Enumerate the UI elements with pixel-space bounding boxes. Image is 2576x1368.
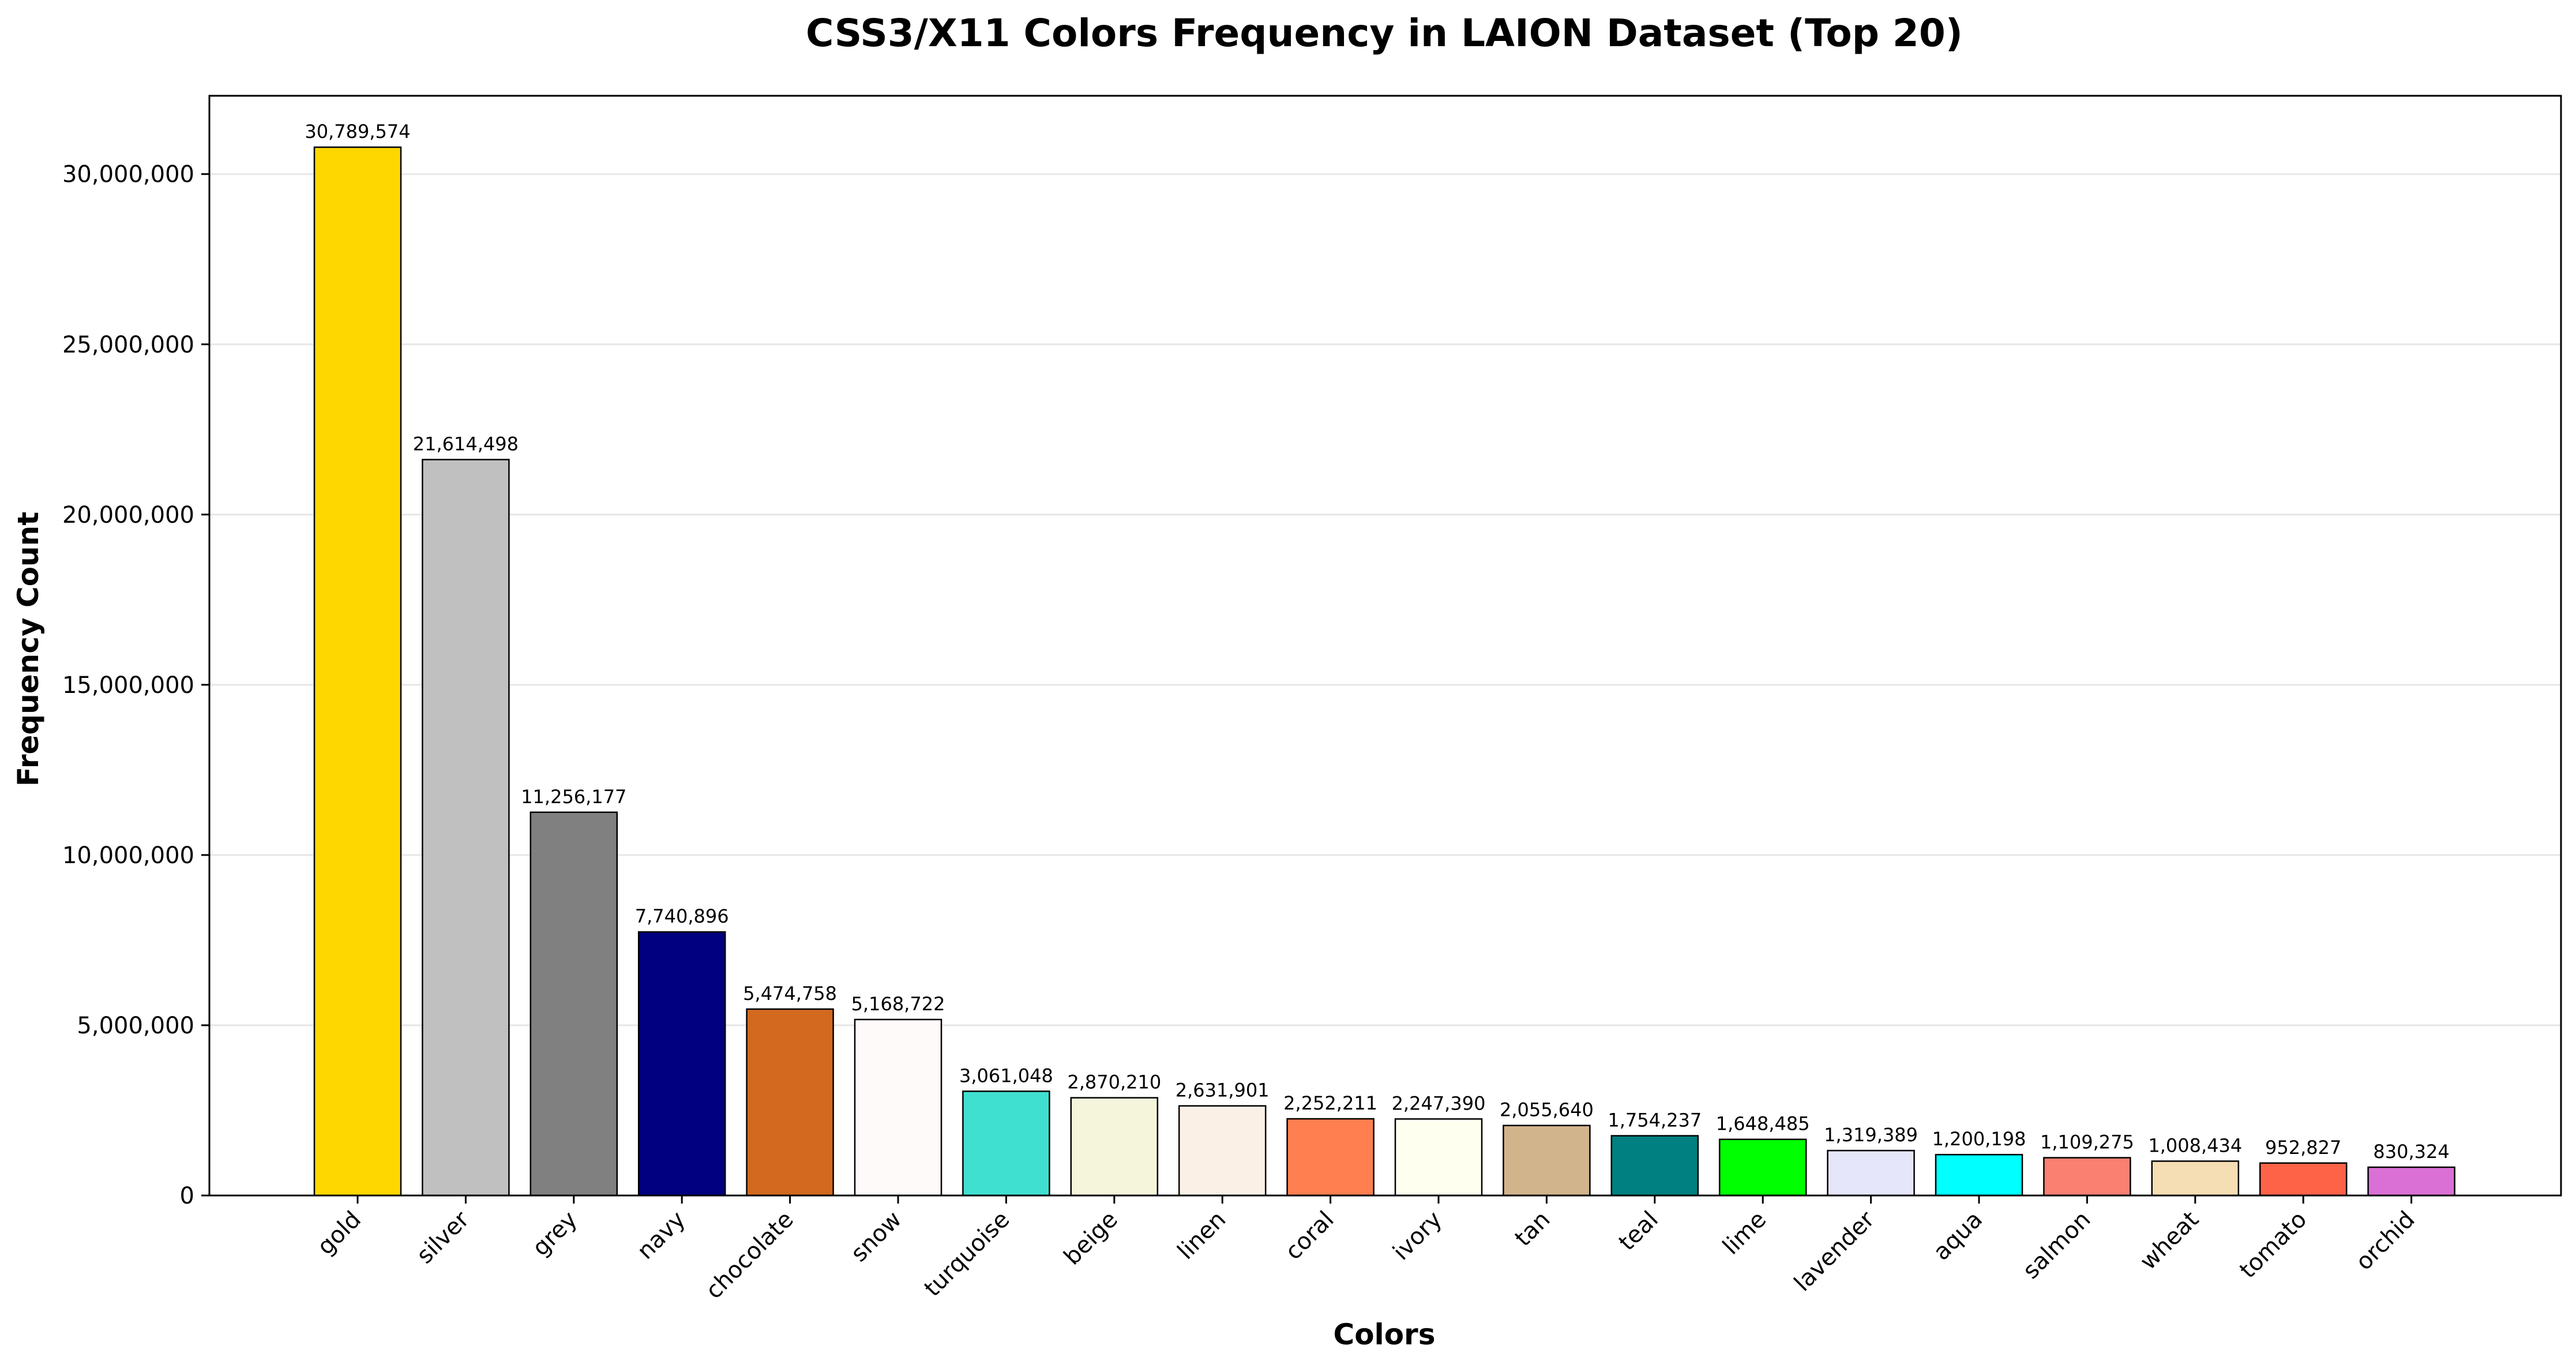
bar-linen bbox=[1178, 1105, 1267, 1197]
value-label-grey: 11,256,177 bbox=[521, 786, 626, 808]
x-axis: gold silver grey navy chocolate snow turquoise… bbox=[312, 1195, 2420, 1304]
value-label-beige: 2,870,210 bbox=[1067, 1071, 1161, 1093]
value-label-ivory: 2,247,390 bbox=[1392, 1092, 1486, 1114]
x-tick-label-turquoise: turquoise bbox=[919, 1206, 1015, 1302]
x-tick-label-snow: snow bbox=[846, 1206, 907, 1268]
bar-beige bbox=[1070, 1097, 1159, 1197]
x-tick-label-beige: beige bbox=[1059, 1206, 1123, 1270]
value-label-chocolate: 5,474,758 bbox=[743, 983, 837, 1005]
y-tick-label: 30,000,000 bbox=[62, 162, 194, 188]
x-tick-label-tomato: tomato bbox=[2235, 1206, 2312, 1284]
bars bbox=[313, 146, 2455, 1197]
y-tick-label: 5,000,000 bbox=[77, 1013, 194, 1039]
bar-value-labels: 30,789,574 21,614,498 11,256,177 7,740,896 5… bbox=[305, 121, 2449, 1163]
value-label-orchid: 830,324 bbox=[2373, 1141, 2449, 1163]
bar-lavender bbox=[1827, 1149, 1915, 1197]
bar-lime bbox=[1718, 1138, 1807, 1197]
bar-turquoise bbox=[962, 1090, 1050, 1197]
value-label-snow: 5,168,722 bbox=[851, 993, 945, 1015]
bar-chocolate bbox=[746, 1008, 834, 1197]
value-label-lavender: 1,319,389 bbox=[1824, 1124, 1918, 1146]
x-tick-label-linen: linen bbox=[1173, 1206, 1231, 1265]
bar-orchid bbox=[2367, 1166, 2455, 1197]
value-label-salmon: 1,109,275 bbox=[2040, 1131, 2134, 1153]
value-label-navy: 7,740,896 bbox=[635, 905, 729, 927]
bar-silver bbox=[422, 459, 510, 1197]
bar-snow bbox=[854, 1018, 942, 1197]
x-tick-label-teal: teal bbox=[1614, 1206, 1663, 1256]
x-axis-label: Colors bbox=[1334, 1318, 1436, 1351]
bar-gold bbox=[313, 146, 402, 1197]
value-label-aqua: 1,200,198 bbox=[1932, 1128, 2026, 1150]
x-tick-label-salmon: salmon bbox=[2018, 1206, 2096, 1284]
bar-coral bbox=[1286, 1118, 1375, 1197]
bar-grey bbox=[530, 811, 618, 1197]
value-label-linen: 2,631,901 bbox=[1176, 1080, 1270, 1101]
bar-salmon bbox=[2043, 1157, 2131, 1197]
x-tick-label-wheat: wheat bbox=[2135, 1206, 2203, 1275]
y-tick-label: 15,000,000 bbox=[62, 672, 194, 699]
value-label-lime: 1,648,485 bbox=[1716, 1113, 1810, 1135]
x-tick-label-grey: grey bbox=[527, 1206, 583, 1262]
value-label-tomato: 952,827 bbox=[2265, 1137, 2341, 1159]
x-tick-label-navy: navy bbox=[632, 1206, 690, 1265]
value-label-wheat: 1,008,434 bbox=[2148, 1134, 2242, 1156]
bar-teal bbox=[1610, 1135, 1699, 1197]
x-tick-label-ivory: ivory bbox=[1388, 1206, 1447, 1266]
bar-wheat bbox=[2151, 1160, 2240, 1197]
plot-area-frame bbox=[208, 95, 2562, 1197]
chart-title: CSS3/X11 Colors Frequency in LAION Datas… bbox=[806, 11, 1963, 55]
bar-tan bbox=[1503, 1125, 1591, 1197]
x-tick-label-orchid: orchid bbox=[2351, 1206, 2420, 1276]
x-tick-label-silver: silver bbox=[412, 1206, 475, 1269]
bar-aqua bbox=[1935, 1153, 2023, 1197]
value-label-coral: 2,252,211 bbox=[1283, 1092, 1377, 1114]
y-axis-label: Frequency Count bbox=[12, 512, 45, 786]
value-label-teal: 1,754,237 bbox=[1608, 1109, 1702, 1131]
x-tick-label-chocolate: chocolate bbox=[701, 1206, 799, 1305]
x-tick-label-coral: coral bbox=[1280, 1206, 1339, 1265]
x-tick-label-lavender: lavender bbox=[1789, 1206, 1880, 1296]
y-tick-label: 25,000,000 bbox=[62, 332, 194, 358]
value-label-silver: 21,614,498 bbox=[413, 433, 519, 455]
value-label-turquoise: 3,061,048 bbox=[959, 1065, 1053, 1086]
x-tick-label-aqua: aqua bbox=[1928, 1206, 1988, 1266]
y-tick-label: 20,000,000 bbox=[62, 502, 194, 529]
bar-navy bbox=[637, 931, 726, 1197]
bar-ivory bbox=[1394, 1118, 1483, 1197]
value-label-tan: 2,055,640 bbox=[1500, 1099, 1594, 1121]
x-tick-label-tan: tan bbox=[1510, 1206, 1556, 1252]
y-tick-label: 0 bbox=[180, 1183, 194, 1209]
y-axis: 0 5,000,000 10,000,000 15,000,000 20,000,000… bbox=[62, 162, 209, 1209]
value-label-gold: 30,789,574 bbox=[305, 121, 410, 143]
x-tick-label-lime: lime bbox=[1718, 1206, 1771, 1260]
bar-tomato bbox=[2259, 1162, 2348, 1197]
y-tick-label: 10,000,000 bbox=[62, 842, 194, 869]
x-tick-label-gold: gold bbox=[312, 1206, 366, 1261]
